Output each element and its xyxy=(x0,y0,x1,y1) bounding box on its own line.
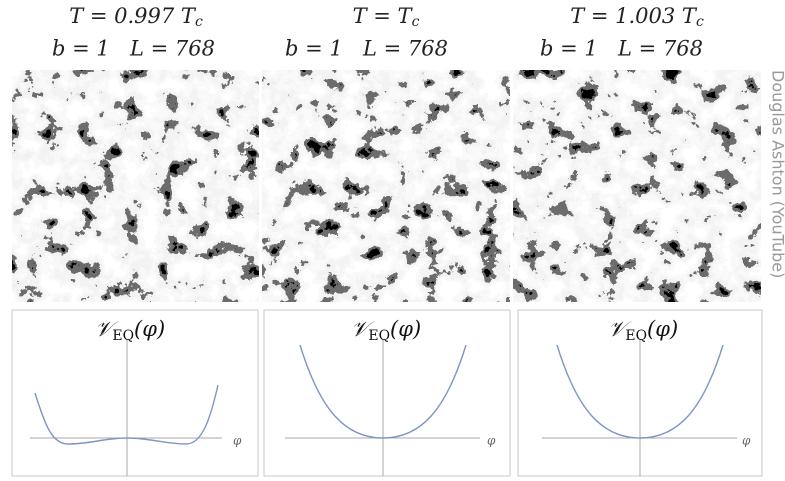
block-size: b = 1 xyxy=(285,37,343,61)
temperature: T = 1.003 Tc xyxy=(570,4,704,31)
ising-snapshot xyxy=(12,70,259,302)
ising-snapshot xyxy=(513,70,761,302)
lattice-size: L = 768 xyxy=(362,37,448,61)
block-size: b = 1 xyxy=(52,37,110,61)
lattice-size: L = 768 xyxy=(129,37,215,61)
axis-label: φ xyxy=(742,434,751,448)
temperature: T = Tc xyxy=(353,4,420,31)
ising-snapshot xyxy=(262,70,510,302)
credit: Douglas Ashton (YouTube) xyxy=(769,70,785,278)
temperature: T = 0.997 Tc xyxy=(69,4,203,31)
block-size: b = 1 xyxy=(540,37,598,61)
axis-label: φ xyxy=(233,434,242,448)
axis-label: φ xyxy=(487,434,496,448)
lattice-size: L = 768 xyxy=(617,37,703,61)
